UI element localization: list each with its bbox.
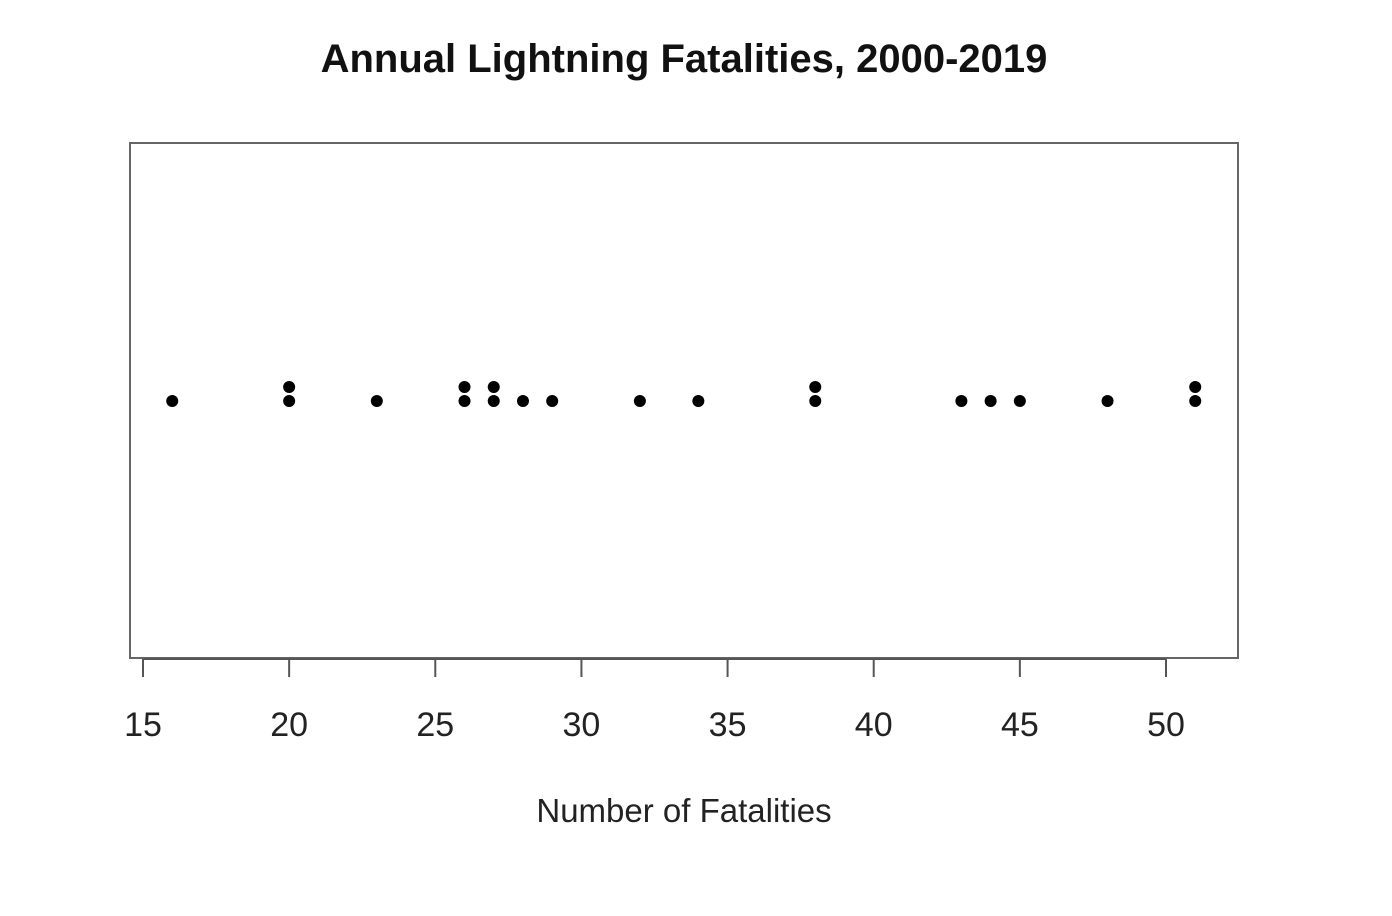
- x-axis-label: Number of Fatalities: [536, 792, 831, 829]
- x-tick-label: 30: [563, 706, 601, 744]
- data-point: [809, 381, 822, 393]
- data-point: [809, 395, 822, 407]
- data-point: [516, 395, 529, 407]
- data-point: [370, 395, 383, 407]
- x-tick-label: 40: [855, 706, 893, 744]
- data-point: [166, 395, 179, 407]
- data-point: [1013, 395, 1026, 407]
- data-point: [458, 381, 471, 393]
- data-point: [487, 395, 500, 407]
- data-point: [283, 395, 296, 407]
- data-point: [546, 395, 559, 407]
- data-point: [984, 395, 997, 407]
- x-tick-label: 35: [709, 706, 747, 744]
- data-point: [633, 395, 646, 407]
- x-tick-label: 15: [124, 706, 162, 744]
- plot-frame: [129, 142, 1239, 659]
- data-points: [166, 381, 1202, 407]
- x-tick-label: 50: [1147, 706, 1185, 744]
- data-point: [692, 395, 705, 407]
- x-tick-label: 25: [416, 706, 454, 744]
- data-point: [283, 381, 296, 393]
- x-tick-label: 20: [270, 706, 308, 744]
- data-point: [955, 395, 968, 407]
- data-point: [458, 395, 471, 407]
- x-tick-label: 45: [1001, 706, 1039, 744]
- x-axis: 15 20 25 30 35 40 45 50: [124, 658, 1185, 744]
- data-point: [1189, 395, 1202, 407]
- data-point: [487, 381, 500, 393]
- data-point: [1101, 395, 1114, 407]
- data-point: [1189, 381, 1202, 393]
- chart-title: Annual Lightning Fatalities, 2000-2019: [321, 37, 1048, 81]
